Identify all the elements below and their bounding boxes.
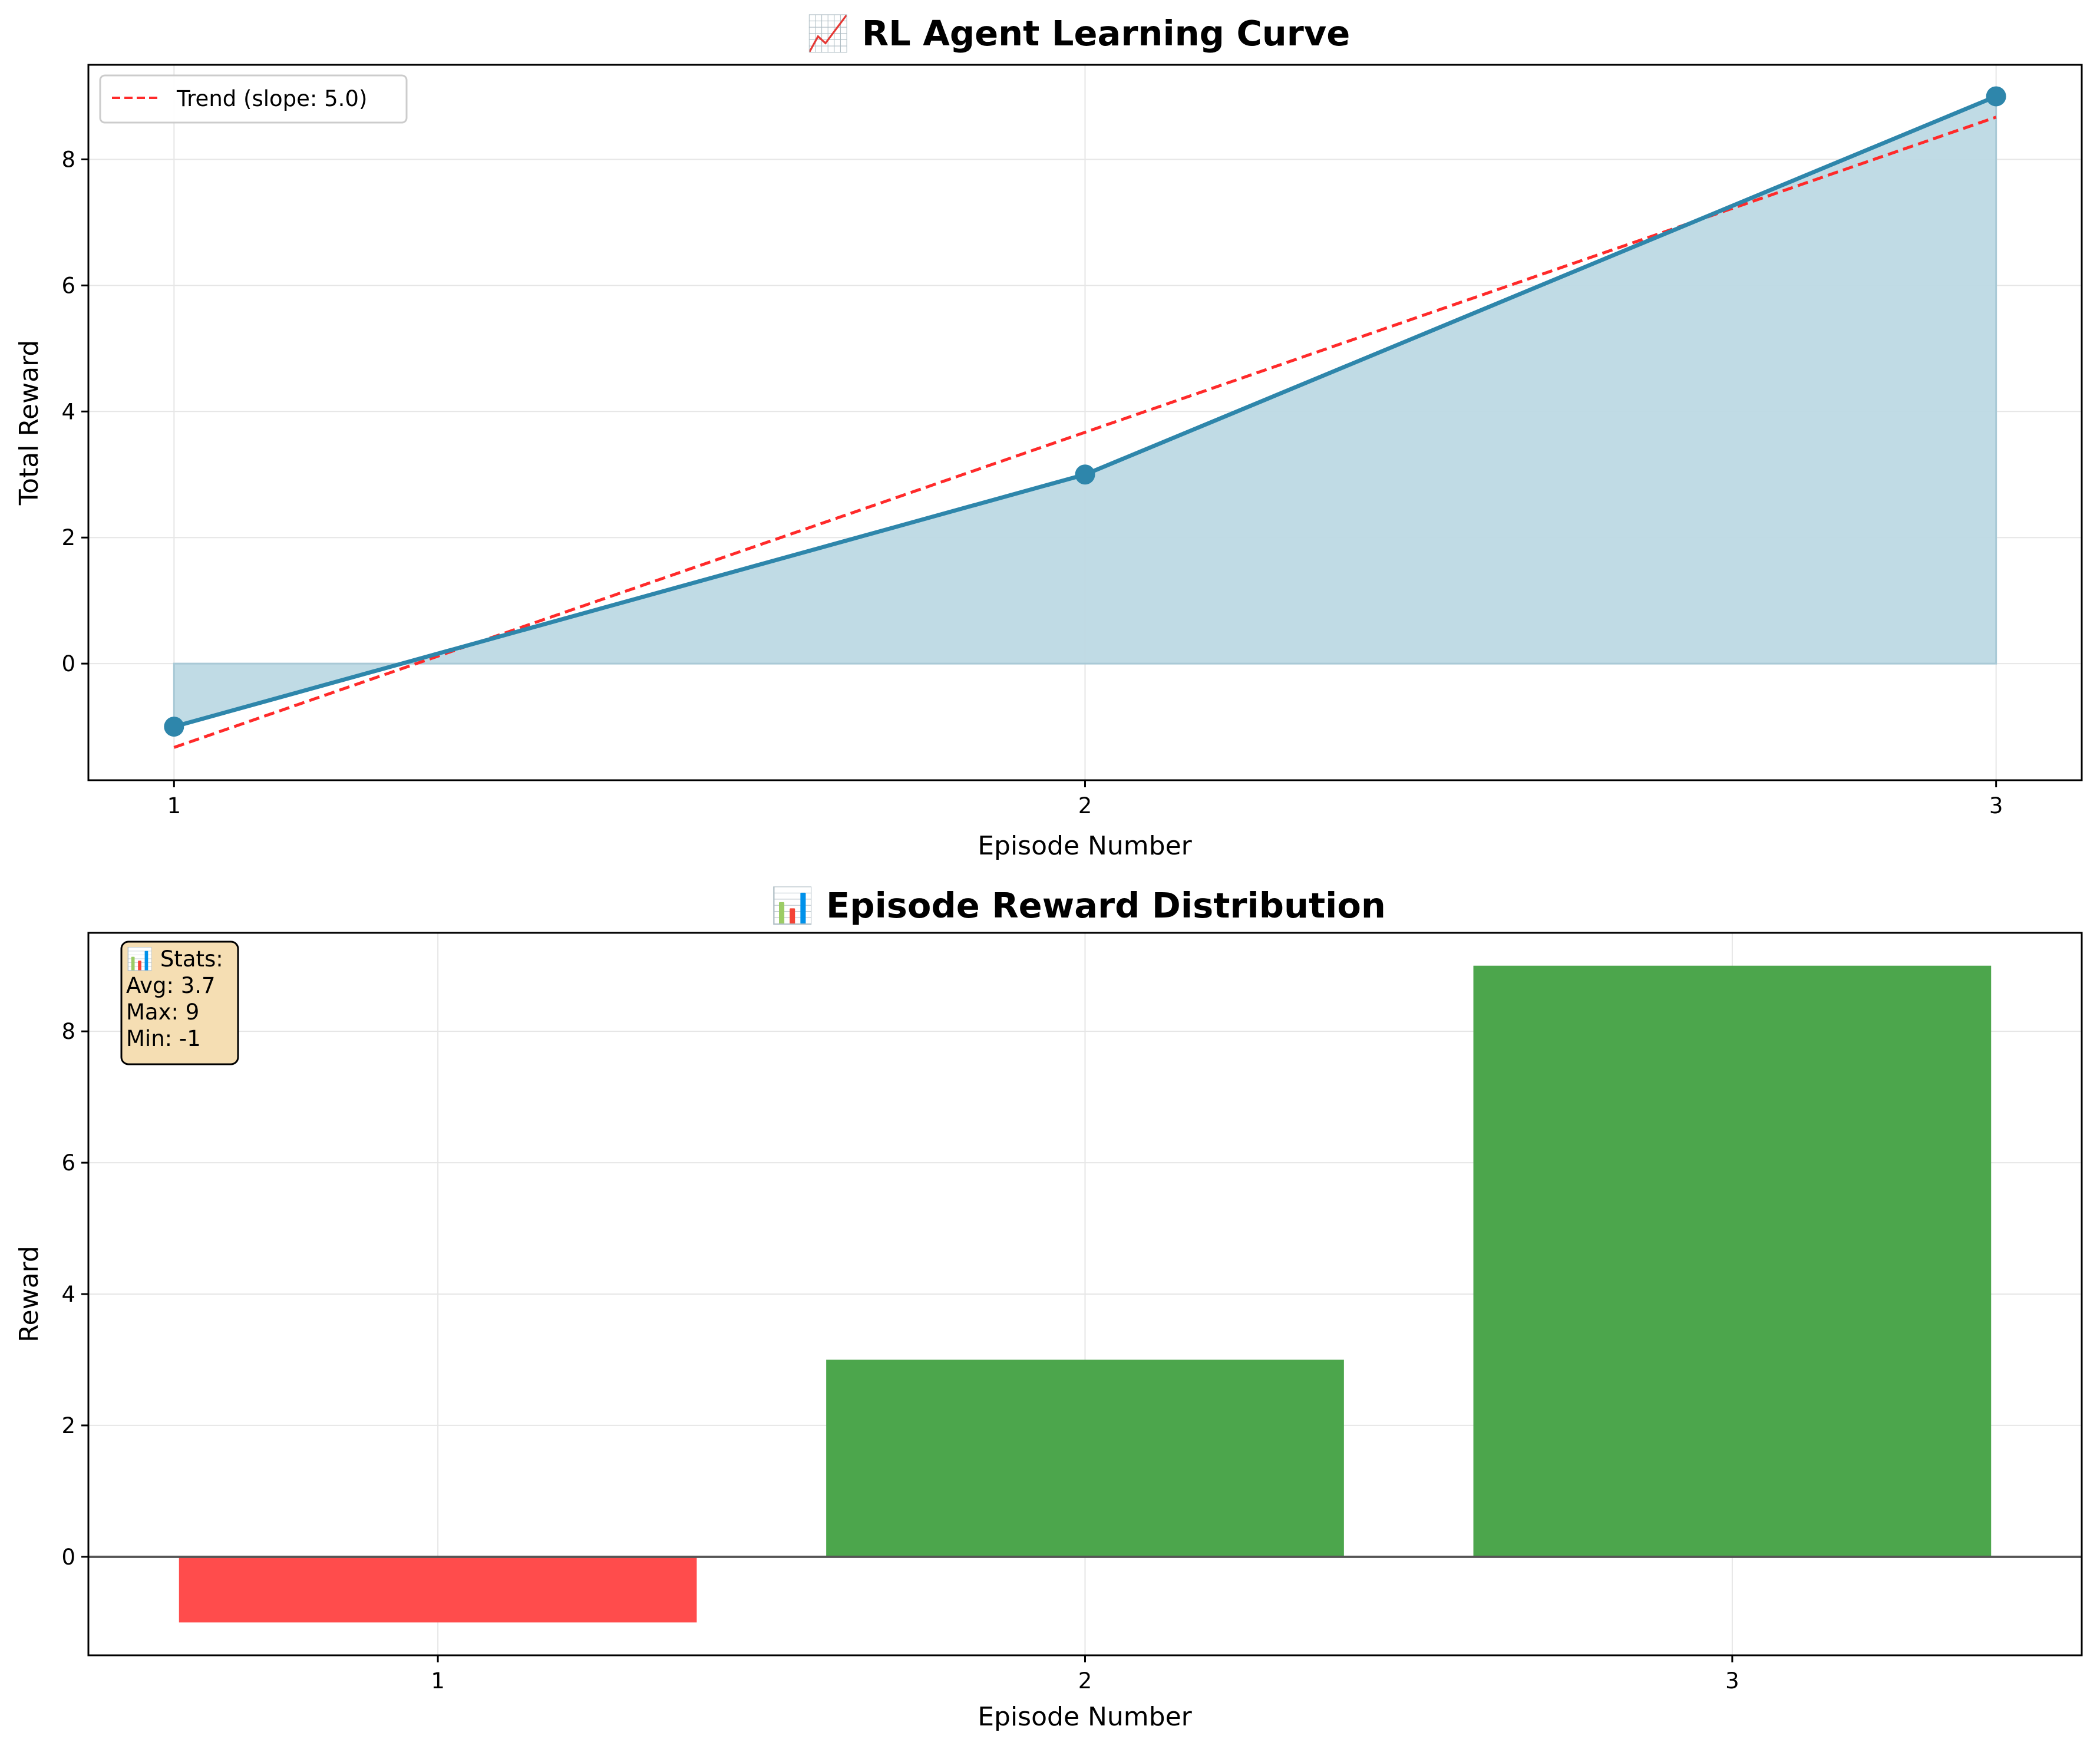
- y-tick-label: 2: [61, 525, 75, 550]
- legend-box: [99, 74, 408, 124]
- x-tick-label: 3: [1989, 793, 2003, 819]
- y-tick-label: 4: [61, 1282, 75, 1307]
- y-tick-label: 8: [61, 1019, 75, 1044]
- y-tick-label: 2: [61, 1413, 75, 1438]
- learning-curve-x-label: Episode Number: [978, 831, 1192, 861]
- y-tick-label: 0: [61, 1545, 75, 1570]
- y-tick-label: 0: [61, 651, 75, 676]
- reward-bars: [179, 965, 1992, 1623]
- reward-point: [1075, 464, 1095, 485]
- stats-box: 📊 Stats: Avg: 3.7 Max: 9 Min: -1: [120, 940, 239, 1065]
- reward-bar: [179, 1556, 697, 1623]
- stats-line-header: 📊 Stats:: [126, 946, 223, 972]
- legend-trend-label: Trend (slope: 5.0): [176, 86, 367, 111]
- reward-distribution-y-ticks: 0 2 4 6 8: [61, 1019, 88, 1570]
- stats-box-background: [120, 940, 239, 1065]
- stats-line-avg: Avg: 3.7: [126, 973, 216, 998]
- y-tick-label: 4: [61, 399, 75, 424]
- reward-distribution-x-label: Episode Number: [978, 1702, 1192, 1732]
- x-tick-label: 2: [1078, 1668, 1092, 1694]
- reward-point: [1986, 86, 2006, 107]
- y-tick-label: 6: [61, 273, 75, 298]
- learning-curve-y-label: Total Reward: [14, 340, 44, 506]
- learning-curve-y-ticks: 0 2 4 6 8: [61, 147, 88, 676]
- reward-distribution-x-ticks: 1 2 3: [431, 1655, 1739, 1694]
- y-tick-label: 8: [61, 147, 75, 172]
- learning-curve-title: 📈 RL Agent Learning Curve: [807, 13, 1351, 54]
- y-tick-label: 6: [61, 1150, 75, 1176]
- reward-distribution-y-label: Reward: [14, 1246, 44, 1342]
- x-tick-label: 1: [431, 1668, 445, 1694]
- stats-line-min: Min: -1: [126, 1026, 201, 1051]
- legend: Trend (slope: 5.0): [99, 74, 408, 124]
- reward-point: [164, 717, 184, 737]
- x-tick-label: 2: [1078, 793, 1092, 819]
- reward-points: [164, 86, 2006, 737]
- stats-line-max: Max: 9: [126, 999, 199, 1025]
- reward-distribution-title: 📊 Episode Reward Distribution: [771, 885, 1386, 926]
- x-tick-label: 1: [167, 793, 181, 819]
- learning-curve-x-ticks: 1 2 3: [167, 780, 2003, 819]
- x-tick-label: 3: [1725, 1668, 1739, 1694]
- reward-bar: [1473, 965, 1992, 1557]
- reward-bar: [826, 1359, 1344, 1557]
- learning-curve-panel: 📈 RL Agent Learning Curve 1 2 3 0 2 4 6 8 Epis…: [14, 13, 2083, 861]
